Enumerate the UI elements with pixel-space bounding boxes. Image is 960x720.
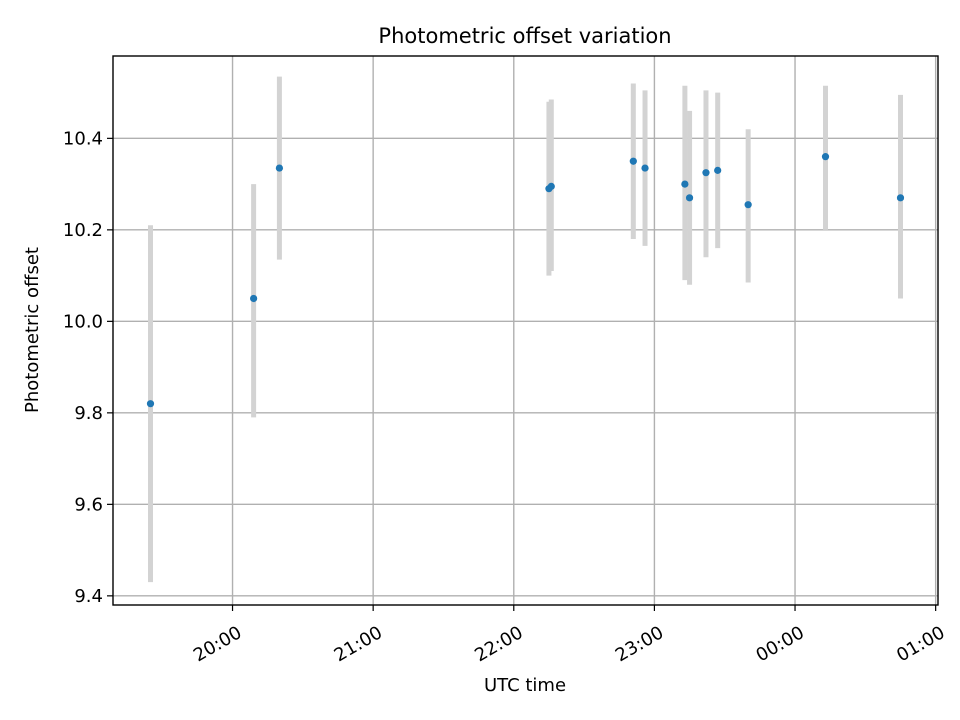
data-point <box>821 153 830 161</box>
y-tick-label: 9.8 <box>74 403 103 424</box>
grid <box>113 56 938 605</box>
x-axis-label: UTC time <box>484 675 566 696</box>
data-point <box>641 164 649 172</box>
data-point <box>250 294 258 303</box>
data-point <box>275 164 284 172</box>
data-point <box>146 400 155 408</box>
y-tick-label: 9.6 <box>74 494 103 515</box>
data-point <box>547 182 555 190</box>
y-tick-label: 10.4 <box>63 128 103 149</box>
data-point <box>714 166 722 174</box>
chart-title: Photometric offset variation <box>378 24 671 48</box>
y-axis-ticks: 9.4 9.6 9.8 10.0 10.2 10.4 <box>63 128 113 607</box>
data-point <box>629 157 637 165</box>
y-tick-label: 9.4 <box>74 586 103 607</box>
data-point <box>702 169 710 177</box>
data-point <box>685 194 694 202</box>
data-point <box>896 194 905 202</box>
data-point <box>681 180 689 188</box>
plot-frame <box>112 55 939 606</box>
data-points <box>146 153 905 408</box>
y-tick-label: 10.2 <box>63 220 103 241</box>
y-axis-label: Photometric offset <box>22 247 43 413</box>
y-tick-label: 10.0 <box>63 311 103 332</box>
data-point <box>744 201 752 209</box>
